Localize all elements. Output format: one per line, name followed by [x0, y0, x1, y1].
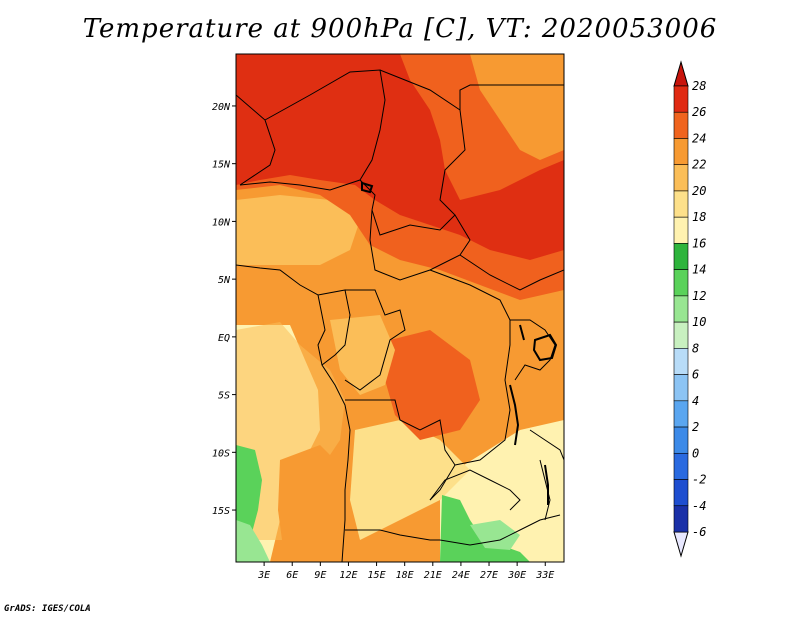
lon-label: 3E [257, 570, 270, 581]
west-coastline [236, 264, 351, 562]
northwest-border [236, 94, 276, 186]
lon-label: 33E [535, 570, 554, 581]
lake-chad [361, 181, 374, 194]
zone-gulf-lightorange [236, 195, 360, 265]
southeast-border [439, 514, 561, 546]
lon-label: 24E [452, 570, 470, 581]
lat-label: 10S [212, 448, 230, 459]
chad-border [371, 69, 466, 236]
lat-label: EQ [218, 333, 230, 344]
zone-north-hot [236, 54, 564, 260]
colorbar-label: 20 [692, 184, 706, 198]
map-frame [235, 53, 565, 563]
zone-namibia-green [236, 445, 262, 545]
map-title: Temperature at 900hPa [C], VT: 202005300… [82, 14, 718, 44]
east-coast-border [529, 429, 564, 461]
lat-label: 15N [212, 160, 231, 171]
colorbar-swatch [673, 505, 689, 533]
colorbar-label: 24 [692, 131, 706, 145]
lake-malawi [544, 464, 549, 505]
grads-credit: GrADS: IGES/COLA [4, 604, 91, 614]
zone-zambia-green [440, 495, 530, 562]
zone-southwest-lightorange [236, 322, 345, 540]
longitude-axis: 3E 6E 9E 12E 15E 18E 21E 24E 27E 30E 33E [257, 562, 554, 581]
ssudan-border [459, 254, 564, 291]
temperature-map [236, 54, 564, 562]
lon-label: 18E [396, 570, 414, 581]
colorbar-label: -6 [692, 525, 706, 539]
lake-victoria [532, 333, 558, 362]
drc-south-border [345, 399, 456, 501]
colorbar-label: 18 [692, 210, 706, 224]
colorbar-label: 6 [692, 368, 699, 382]
country-borders [236, 69, 564, 562]
lon-label: 30E [507, 570, 526, 581]
lat-label: 20N [212, 102, 231, 113]
lake-albert [519, 324, 525, 341]
colorbar-swatch [673, 479, 689, 507]
colorbar-swatch [673, 85, 689, 113]
drc-east-border [429, 269, 511, 466]
congo-border [344, 289, 406, 391]
zone-northeast-orange [470, 54, 564, 160]
colorbar-label: 10 [692, 315, 706, 329]
colorbar-label: 16 [692, 236, 706, 250]
colorbar-swatch [673, 111, 689, 139]
colorbar-swatch [673, 138, 689, 166]
colorbar-swatch [673, 190, 689, 218]
lon-label: 9E [314, 570, 326, 581]
sudan-border [459, 84, 564, 110]
angola-south-border [345, 529, 440, 541]
zone-angola-orange [278, 445, 355, 562]
colorbar-label: 28 [692, 79, 706, 93]
lon-label: 21E [424, 570, 442, 581]
colorbar-label: 2 [692, 420, 699, 434]
zone-congo-warm [385, 330, 480, 440]
colorbar-label: 26 [692, 105, 706, 119]
colorbar-swatch [673, 400, 689, 428]
colorbar-swatch [673, 243, 689, 270]
colorbar-swatch [673, 295, 689, 323]
zone-namibia-lightgreen [236, 520, 270, 562]
colorbar-swatch [673, 269, 689, 297]
colorbar-swatch [673, 164, 689, 192]
colorbar-swatch [673, 321, 689, 349]
colorbar-swatch [673, 374, 689, 402]
colorbar-swatch [673, 452, 689, 480]
car-border [369, 209, 471, 281]
latitude-axis: 20N 15N 10N 5N EQ 5S 10S 15S [212, 102, 236, 517]
zone-southeast-paleyellow [350, 420, 470, 540]
colorbar-label: 14 [692, 263, 706, 277]
colorbar-swatch [673, 216, 689, 244]
lon-label: 12E [339, 570, 357, 581]
colorbar-swatch [673, 348, 689, 375]
lat-label: 10N [212, 217, 231, 228]
lon-label: 27E [480, 570, 498, 581]
lon-label: 15E [368, 570, 386, 581]
colorbar-top-arrow [673, 60, 689, 87]
gabon-border [317, 289, 351, 366]
lon-label: 6E [286, 570, 298, 581]
lat-label: 15S [212, 506, 230, 517]
east-lakes-border [510, 319, 556, 381]
lat-label: 5N [218, 275, 231, 286]
niger-border [264, 69, 386, 181]
lakes [361, 181, 558, 505]
colorbar-label: 8 [692, 341, 699, 355]
colorbar-bottom-arrow [673, 531, 689, 558]
zambia-border [429, 469, 521, 511]
colorbar-swatch [673, 426, 689, 454]
colorbar-label: 4 [692, 394, 699, 408]
lake-tanganyika [509, 384, 520, 446]
colorbar-label: 0 [692, 446, 699, 460]
colorbar-label: 12 [692, 289, 706, 303]
sahel-border [239, 179, 376, 211]
colorbar-label: 22 [692, 158, 706, 172]
colorbar-label: -4 [692, 499, 706, 513]
lat-label: 5S [218, 391, 230, 402]
colorbar-label: -2 [692, 473, 706, 487]
